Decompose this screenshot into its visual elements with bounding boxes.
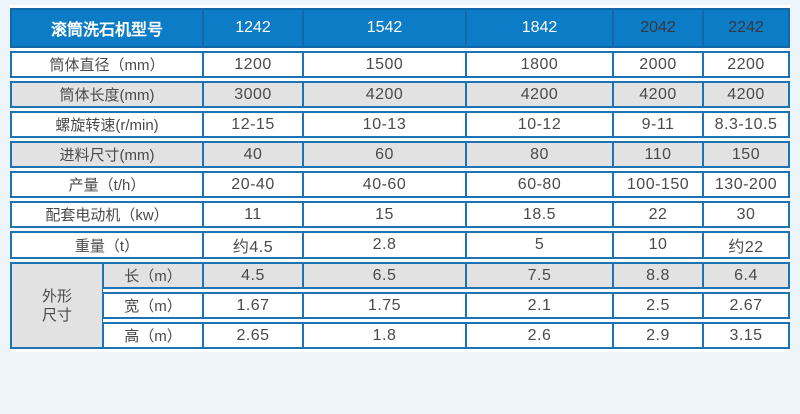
table-row: 高（m） 2.65 1.8 2.6 2.9 3.15 [10,322,791,349]
header-model-cell: 2042 [613,8,704,48]
table-row: 产量（t/h） 20-40 40-60 60-80 100-150 130-20… [10,171,791,198]
row-label-cell: 筒体长度(mm) [10,81,204,108]
value-cell: 2.9 [613,322,704,349]
table-row: 进料尺寸(mm) 40 60 80 110 150 [10,141,791,168]
value-cell: 8.3-10.5 [703,111,791,138]
value-cell: 11 [203,201,304,228]
dimension-sub-label-cell: 宽（m） [103,292,204,319]
spec-table: 滚筒洗石机型号 1242 1542 1842 2042 2242 筒体直径（mm… [10,5,791,352]
value-cell: 40 [203,141,304,168]
value-cell: 60-80 [466,171,614,198]
dimension-group-label-line1: 外形 [41,287,72,305]
value-cell: 100-150 [613,171,704,198]
value-cell: 3.15 [703,322,791,349]
value-cell: 22 [613,201,704,228]
row-label-cell: 筒体直径（mm） [10,51,204,78]
value-cell: 150 [703,141,791,168]
value-cell: 6.5 [303,262,467,289]
value-cell: 18.5 [466,201,614,228]
value-cell: 4200 [703,81,791,108]
table-row: 筒体直径（mm） 1200 1500 1800 2000 2200 [10,51,791,78]
value-cell: 2.8 [303,231,467,259]
table-row: 螺旋转速(r/min) 12-15 10-13 10-12 9-11 8.3-1… [10,111,791,138]
dimension-group-label-cell: 外形 尺寸 [10,262,103,349]
table-row: 重量（t） 约4.5 2.8 5 10 约22 [10,231,791,259]
dimension-sub-label-cell: 高（m） [103,322,204,349]
header-model-cell: 2242 [703,8,791,48]
value-cell: 5 [466,231,614,259]
row-label-cell: 螺旋转速(r/min) [10,111,204,138]
value-cell: 1.67 [203,292,304,319]
value-cell: 60 [303,141,467,168]
value-cell: 6.4 [703,262,791,289]
value-cell: 10-12 [466,111,614,138]
value-cell: 2.1 [466,292,614,319]
value-cell: 10-13 [303,111,467,138]
value-cell: 约22 [703,231,791,259]
value-cell: 110 [613,141,704,168]
header-model-cell: 1242 [203,8,304,48]
table-row: 宽（m） 1.67 1.75 2.1 2.5 2.67 [10,292,791,319]
value-cell: 2.6 [466,322,614,349]
value-cell: 8.8 [613,262,704,289]
table-row: 筒体长度(mm) 3000 4200 4200 4200 4200 [10,81,791,108]
value-cell: 1.75 [303,292,467,319]
value-cell: 1200 [203,51,304,78]
header-title-cell: 滚筒洗石机型号 [10,8,204,48]
value-cell: 1500 [303,51,467,78]
value-cell: 30 [703,201,791,228]
value-cell: 2.5 [613,292,704,319]
header-model-cell: 1842 [466,8,614,48]
value-cell: 130-200 [703,171,791,198]
value-cell: 2000 [613,51,704,78]
dimension-group-label-line2: 尺寸 [41,306,72,324]
value-cell: 10 [613,231,704,259]
header-row: 滚筒洗石机型号 1242 1542 1842 2042 2242 [10,8,791,48]
value-cell: 7.5 [466,262,614,289]
value-cell: 20-40 [203,171,304,198]
header-model-cell: 1542 [303,8,467,48]
row-label-cell: 进料尺寸(mm) [10,141,204,168]
row-label-cell: 重量（t） [10,231,204,259]
table-row: 外形 尺寸 长（m） 4.5 6.5 7.5 8.8 6.4 [10,262,791,349]
table-row: 配套电动机（kw） 11 15 18.5 22 30 [10,201,791,228]
row-label-cell: 产量（t/h） [10,171,204,198]
value-cell: 1.8 [303,322,467,349]
value-cell: 15 [303,201,467,228]
value-cell: 4200 [466,81,614,108]
dimension-sub-label-cell: 长（m） [103,262,204,289]
value-cell: 1800 [466,51,614,78]
value-cell: 12-15 [203,111,304,138]
row-label-cell: 配套电动机（kw） [10,201,204,228]
value-cell: 4200 [303,81,467,108]
value-cell: 2.65 [203,322,304,349]
value-cell: 4200 [613,81,704,108]
value-cell: 2.67 [703,292,791,319]
value-cell: 9-11 [613,111,704,138]
value-cell: 约4.5 [203,231,304,259]
value-cell: 40-60 [303,171,467,198]
value-cell: 2200 [703,51,791,78]
value-cell: 80 [466,141,614,168]
value-cell: 3000 [203,81,304,108]
value-cell: 4.5 [203,262,304,289]
